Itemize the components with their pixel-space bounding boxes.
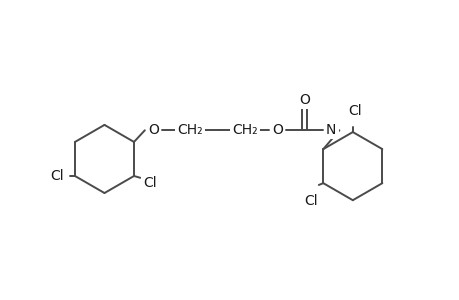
Text: Cl: Cl bbox=[347, 103, 361, 118]
Text: CH₂: CH₂ bbox=[176, 123, 202, 137]
Text: N: N bbox=[325, 123, 336, 137]
Text: O: O bbox=[148, 123, 159, 137]
Text: O: O bbox=[298, 93, 309, 107]
Text: Cl: Cl bbox=[50, 169, 64, 183]
Text: CH₂: CH₂ bbox=[232, 123, 257, 137]
Text: O: O bbox=[271, 123, 282, 137]
Text: Cl: Cl bbox=[143, 176, 157, 190]
Text: Cl: Cl bbox=[303, 194, 317, 208]
